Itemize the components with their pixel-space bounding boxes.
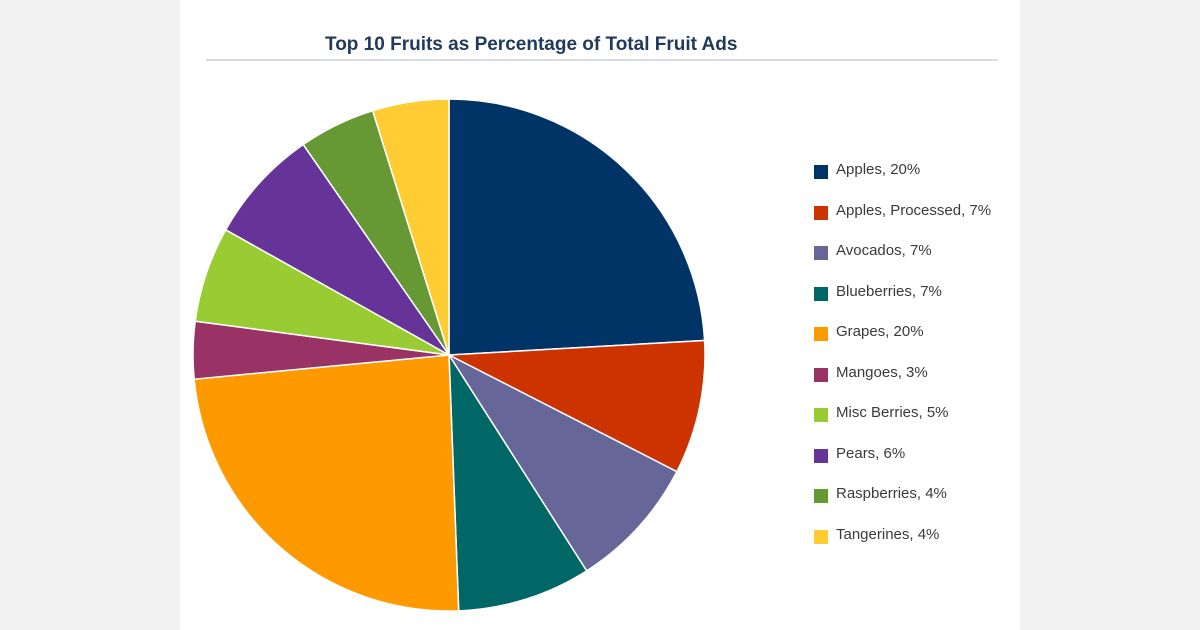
legend-item: Avocados, 7% <box>814 243 1004 284</box>
legend-label: Blueberries, 7% <box>836 282 942 300</box>
legend-item: Raspberries, 4% <box>814 486 1004 527</box>
title-divider <box>206 59 998 61</box>
legend-item: Pears, 6% <box>814 444 1004 487</box>
pie-slice-blueberries <box>448 352 588 612</box>
pie-slice-avocados <box>446 353 678 572</box>
legend-swatch <box>814 246 828 260</box>
legend-label: Apples, Processed, 7% <box>836 201 992 219</box>
legend-swatch <box>814 448 828 463</box>
pie-slice-tangerines <box>371 98 450 356</box>
legend-swatch <box>814 327 828 341</box>
pie-slice-grapes <box>193 354 460 612</box>
legend-item: Apples, Processed, 7% <box>814 201 1004 244</box>
legend-swatch <box>814 205 828 220</box>
legend-label: Avocados, 7% <box>836 242 932 259</box>
legend-swatch <box>814 489 828 503</box>
legend-label: Grapes, 20% <box>836 323 924 340</box>
legend-item: Apples, 20% <box>814 162 1004 203</box>
legend-swatch <box>814 408 828 422</box>
legend-swatch <box>814 529 828 544</box>
chart-panel: Top 10 Fruits as Percentage of Total Fru… <box>180 0 1020 630</box>
legend-item: Mangoes, 3% <box>814 363 1004 406</box>
pie-slice-pears <box>224 143 450 356</box>
legend-label: Apples, 20% <box>836 161 921 178</box>
legend: Apples, 20% Apples, Processed, 7% Avocados… <box>814 162 1004 567</box>
legend-swatch <box>814 165 828 179</box>
legend-label: Mangoes, 3% <box>836 363 928 381</box>
pie-chart <box>192 98 706 612</box>
legend-label: Pears, 6% <box>836 444 906 462</box>
legend-label: Raspberries, 4% <box>836 485 947 502</box>
legend-item: Misc Berries, 5% <box>814 405 1004 446</box>
legend-item: Grapes, 20% <box>814 324 1004 365</box>
legend-label: Tangerines, 4% <box>836 525 940 543</box>
legend-item: Blueberries, 7% <box>814 282 1004 325</box>
legend-label: Misc Berries, 5% <box>836 404 949 421</box>
chart-title: Top 10 Fruits as Percentage of Total Fru… <box>325 34 738 55</box>
legend-swatch <box>814 286 828 301</box>
legend-swatch <box>814 367 828 382</box>
pie-slice-apples-processed <box>446 339 706 473</box>
pie-slice-apples <box>448 98 706 356</box>
legend-item: Tangerines, 4% <box>814 525 1004 568</box>
